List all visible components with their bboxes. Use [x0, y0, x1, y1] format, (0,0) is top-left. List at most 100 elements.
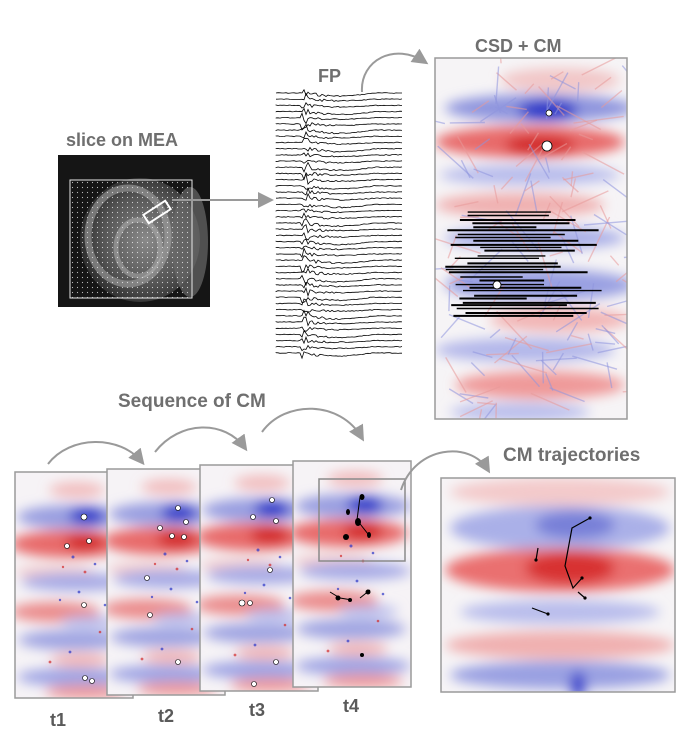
fp-trace	[275, 146, 403, 153]
fp-trace	[275, 267, 403, 276]
fp-trace	[276, 232, 403, 241]
cm-vector	[545, 373, 554, 391]
cm-vector	[493, 185, 499, 204]
frame-t4	[292, 460, 412, 688]
cm-vector	[514, 173, 532, 216]
cm-vector	[601, 324, 620, 345]
fp-trace	[275, 287, 403, 298]
cm-vector	[595, 328, 616, 335]
cm-vector	[459, 400, 494, 418]
cm-vector	[549, 387, 585, 403]
cm-vector	[556, 105, 602, 131]
fp-trace	[275, 92, 403, 102]
cm-vector	[566, 321, 579, 341]
cm-vector	[507, 337, 517, 355]
fp-trace	[275, 172, 403, 186]
fp-trace	[275, 185, 403, 190]
fp-trace	[275, 336, 403, 345]
fp-trace	[275, 316, 403, 327]
cm-vector	[606, 362, 613, 389]
fp-trace	[275, 159, 403, 164]
fp-trace	[275, 152, 403, 158]
fp-trace	[275, 329, 403, 339]
cm-vector	[486, 352, 519, 356]
cm-vector	[602, 179, 627, 199]
fp-trace	[275, 326, 403, 332]
mea-boundary	[69, 179, 193, 299]
fp-trace	[275, 208, 403, 214]
fp-trace	[275, 131, 403, 139]
cm-vector	[437, 145, 474, 179]
fp-trace	[275, 137, 403, 146]
fp-traces	[275, 88, 403, 360]
fp-to-csd-arrow	[360, 48, 429, 93]
fp-trace	[275, 203, 403, 209]
cm-vector	[435, 120, 446, 125]
cm-marker	[541, 140, 553, 152]
cm-vector	[552, 352, 565, 371]
cm-vector	[499, 358, 548, 374]
fp-trace	[275, 161, 403, 173]
cm-vector	[495, 66, 500, 104]
cm-vector	[474, 138, 491, 151]
fp-trace	[275, 309, 403, 320]
fp-trace	[275, 122, 403, 131]
cm-vector	[486, 219, 504, 232]
time-label-t2: t2	[158, 706, 175, 726]
fp-trace	[275, 107, 403, 116]
cm-vector	[471, 100, 490, 113]
selection-rectangle	[141, 199, 173, 225]
cm-vector	[472, 351, 493, 359]
cm-vector	[587, 216, 611, 263]
cm-vector	[511, 354, 541, 388]
cm-vector	[454, 201, 479, 208]
cm-vector	[500, 176, 514, 190]
fp-trace	[276, 218, 403, 228]
cm-vector	[546, 343, 592, 354]
cm-vector	[544, 157, 551, 173]
cm-vector	[445, 357, 467, 393]
cm-vector	[489, 328, 501, 339]
cm-vector	[573, 115, 624, 124]
cm-vector	[460, 216, 479, 218]
fp-trace	[275, 247, 403, 259]
cm-vector	[483, 403, 497, 419]
fp-trace	[275, 255, 403, 265]
cm-vector	[456, 135, 479, 174]
cm-vector	[609, 255, 620, 266]
cm-vector	[587, 333, 594, 351]
time-label-t1: t1	[50, 710, 67, 730]
cm-vector	[530, 180, 538, 212]
csd-cm-label: CSD + CM	[475, 36, 562, 56]
frame-t2	[106, 468, 226, 696]
seq-arrow-2	[154, 426, 248, 453]
fp-trace	[275, 351, 403, 360]
cm-vector	[581, 151, 625, 175]
cm-vector	[560, 146, 572, 161]
cm-vector	[504, 336, 549, 352]
cm-vector	[448, 313, 486, 330]
cm-vector	[520, 123, 530, 134]
time-label-t4: t4	[343, 696, 360, 716]
fp-trace	[275, 187, 403, 196]
cm-vector	[544, 72, 569, 114]
fp-trace	[275, 308, 403, 313]
cm-vector	[542, 202, 551, 220]
fp-trace	[275, 212, 403, 220]
fp-trace	[275, 274, 402, 287]
slice-label: slice on MEA	[66, 130, 179, 150]
cm-vector	[615, 272, 627, 283]
cm-vector	[473, 168, 494, 178]
cm-vector	[595, 341, 616, 345]
fp-trace	[275, 102, 403, 109]
time-label-t3: t3	[249, 700, 266, 720]
cm-vector	[528, 143, 550, 180]
fp-trace	[275, 282, 403, 289]
cm-vector	[587, 283, 595, 319]
slice-image	[58, 155, 210, 307]
cm-vector	[478, 409, 483, 419]
cm-vector	[604, 313, 627, 316]
fp-trace	[275, 245, 403, 251]
cm-vector	[622, 390, 627, 393]
cm-vector	[524, 83, 535, 95]
